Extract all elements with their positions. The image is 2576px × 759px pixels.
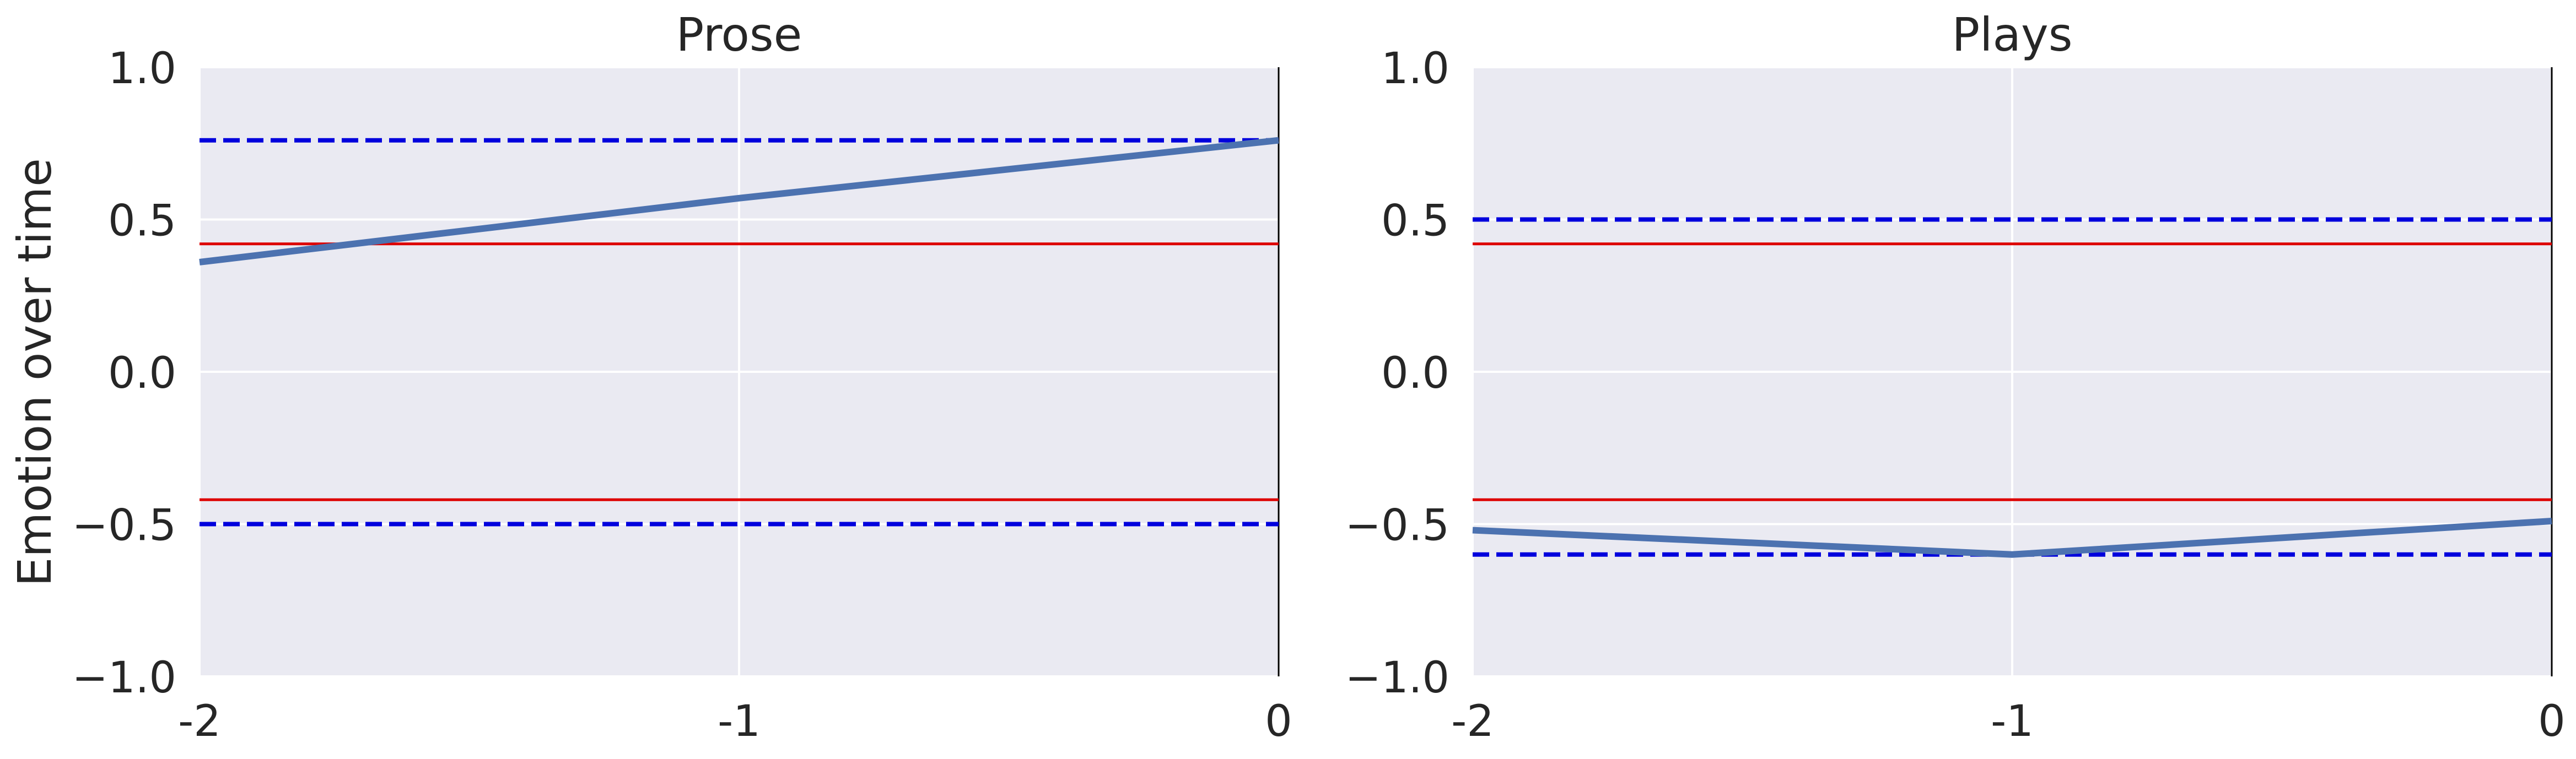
panel-2-x-tick-label-0: -2 [1451, 697, 1494, 746]
panel-2-series-line-0 [1472, 517, 2552, 558]
panel-1-y-tick-label-2: 0.0 [108, 349, 176, 398]
y-axis-label: Emotion over time [8, 158, 62, 587]
panel-1-x-tick-label-2: 0 [1265, 697, 1292, 746]
panel-1-x-tick-label-1: -1 [718, 697, 761, 746]
panel-2-y-tick-label-4: 1.0 [1381, 44, 1449, 94]
panel-2-x-tick-label-1: -1 [1991, 697, 2034, 746]
panel-2-y-tick-label-3: 0.5 [1381, 197, 1449, 246]
panel-1-y-tick-label-0: −1.0 [72, 653, 176, 703]
panel-1-series-line-0 [199, 137, 1279, 265]
panel-1-y-tick-label-3: 0.5 [108, 197, 176, 246]
panel-1-y-tick-label-1: −0.5 [72, 501, 176, 551]
panel-1-title: Prose [676, 8, 802, 62]
panel-2-y-tick-label-2: 0.0 [1381, 349, 1449, 398]
panel-1-x-tick-label-0: -2 [178, 697, 221, 746]
panel-2-x-tick-label-2: 0 [2538, 697, 2566, 746]
panel-2-y-tick-label-1: −0.5 [1345, 501, 1449, 551]
panel-2-y-tick-label-0: −1.0 [1345, 653, 1449, 703]
panel-1-y-tick-label-4: 1.0 [108, 44, 176, 94]
panel-2-title: Plays [1952, 8, 2073, 62]
